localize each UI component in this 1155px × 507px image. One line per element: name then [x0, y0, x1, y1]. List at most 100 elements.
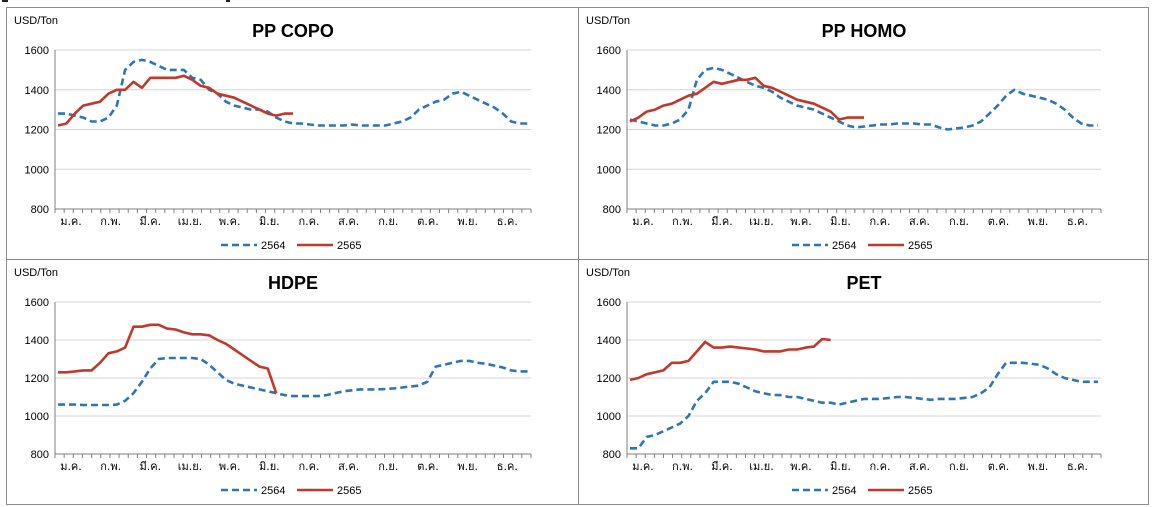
- x-tick-label: มี.ค.: [711, 460, 733, 473]
- legend-label-2564: 2564: [261, 485, 285, 497]
- legend-label-2564: 2564: [261, 240, 285, 252]
- y-tick-label: 800: [603, 449, 621, 461]
- chart-panel-hdpe: USD/Ton HDPE 800 1000 1200 1400 1600 ม.ค. ก.พ. มี…: [6, 259, 579, 505]
- x-tick-label: ก.พ.: [100, 215, 121, 228]
- x-tick-label: ม.ค.: [632, 460, 654, 473]
- x-tick-label: เม.ย.: [178, 215, 202, 228]
- y-tick-label: 1200: [25, 373, 49, 385]
- y-tick-label: 1600: [597, 45, 621, 57]
- chart-panel-pp-copo: USD/Ton PP COPO 800 1000 1200 1400 1600 ม.ค. ก.พ…: [6, 7, 579, 260]
- y-tick-label: 1000: [597, 164, 621, 176]
- x-tick-label: พ.ค.: [790, 460, 812, 473]
- y-tick-label: 1000: [25, 411, 49, 423]
- x-tick-label: พ.ย.: [1028, 460, 1049, 473]
- y-tick-label: 1600: [25, 45, 49, 57]
- series-line-2564: [58, 356, 528, 407]
- x-tick-label: ก.ค.: [298, 215, 319, 228]
- chart-svg: USD/Ton PET 800 1000 1200 1400 1600 ม.ค. ก.พ. มี.…: [586, 267, 1102, 497]
- y-tick-label: 1200: [25, 125, 49, 137]
- chart-panel-pet: USD/Ton PET 800 1000 1200 1400 1600 ม.ค. ก.พ. มี.…: [578, 259, 1149, 505]
- x-tick-label: ก.ย.: [378, 215, 398, 228]
- x-tick-label: ส.ค.: [338, 460, 359, 473]
- series-line-2564: [630, 361, 1098, 450]
- y-tick-label: 1200: [597, 125, 621, 137]
- legend-label-2564: 2564: [832, 240, 856, 252]
- y-tick-label: 800: [31, 449, 49, 461]
- y-tick-label: 1400: [597, 335, 621, 347]
- cropped-caption-fragment: [0, 0, 300, 6]
- x-tick-label: ม.ค.: [60, 215, 82, 228]
- x-tick-label: ก.พ.: [672, 460, 693, 473]
- series-line-2565: [58, 323, 278, 394]
- y-tick-label: 1600: [25, 297, 49, 309]
- x-tick-label: ก.ค.: [869, 460, 890, 473]
- x-tick-label: ก.พ.: [100, 460, 121, 473]
- x-tick-label: ม.ค.: [632, 215, 654, 228]
- x-tick-label: พ.ย.: [457, 460, 478, 473]
- x-tick-label: ม.ค.: [60, 460, 82, 473]
- y-unit-label: USD/Ton: [14, 15, 58, 27]
- x-tick-label: พ.ย.: [457, 215, 478, 228]
- x-tick-label: ก.ย.: [949, 460, 969, 473]
- x-tick-label: ก.ย.: [949, 215, 969, 228]
- y-tick-label: 1000: [25, 164, 49, 176]
- series-line-2565: [629, 337, 831, 382]
- y-tick-label: 1400: [25, 335, 49, 347]
- chart-title: PET: [846, 273, 881, 293]
- y-tick-label: 1400: [25, 85, 49, 97]
- x-tick-label: เม.ย.: [749, 460, 773, 473]
- legend-label-2565: 2565: [908, 485, 932, 497]
- chart-svg: USD/Ton HDPE 800 1000 1200 1400 1600 ม.ค. ก.พ. มี…: [14, 267, 532, 497]
- legend-label-2565: 2565: [337, 485, 361, 497]
- x-tick-label: ส.ค.: [338, 215, 359, 228]
- x-tick-label: ก.ค.: [298, 460, 319, 473]
- x-tick-label: ก.ค.: [869, 215, 890, 228]
- x-tick-label: ต.ค.: [988, 215, 1010, 228]
- y-tick-label: 800: [31, 204, 49, 216]
- legend-label-2564: 2564: [832, 485, 856, 497]
- x-tick-label: พ.ค.: [790, 215, 812, 228]
- x-tick-label: ธ.ค.: [1067, 215, 1088, 228]
- x-tick-label: ธ.ค.: [497, 460, 518, 473]
- x-tick-label: ต.ค.: [417, 460, 439, 473]
- y-tick-label: 1200: [597, 373, 621, 385]
- x-tick-label: ธ.ค.: [1067, 460, 1088, 473]
- x-tick-label: พ.ย.: [1028, 215, 1049, 228]
- x-tick-label: เม.ย.: [749, 215, 773, 228]
- chart-svg: USD/Ton PP COPO 800 1000 1200 1400 1600 ม.ค. ก.พ…: [14, 15, 532, 252]
- x-tick-label: ธ.ค.: [497, 215, 518, 228]
- x-tick-label: ก.ย.: [378, 460, 398, 473]
- y-tick-label: 800: [603, 204, 621, 216]
- x-tick-label: ต.ค.: [988, 460, 1010, 473]
- legend-label-2565: 2565: [337, 240, 361, 252]
- series-line-2564: [629, 66, 1098, 131]
- y-tick-label: 1600: [597, 297, 621, 309]
- y-tick-label: 1000: [597, 411, 621, 423]
- y-unit-label: USD/Ton: [586, 267, 630, 279]
- x-tick-label: ส.ค.: [909, 460, 930, 473]
- x-tick-label: พ.ค.: [219, 460, 241, 473]
- chart-panel-pp-homo: USD/Ton PP HOMO 800 1000 1200 1400 1600 ม.ค. ก.พ…: [578, 7, 1149, 260]
- y-tick-label: 1400: [597, 85, 621, 97]
- x-tick-label: ส.ค.: [909, 215, 930, 228]
- x-tick-label: ก.พ.: [672, 215, 693, 228]
- x-tick-label: เม.ย.: [178, 460, 202, 473]
- x-tick-label: ต.ค.: [417, 215, 439, 228]
- chart-title: PP COPO: [252, 21, 334, 41]
- chart-title: HDPE: [268, 273, 318, 293]
- series-line-2565: [629, 76, 864, 123]
- chart-title: PP HOMO: [822, 21, 907, 41]
- x-tick-label: มี.ค.: [140, 460, 162, 473]
- series-line-2564: [58, 58, 528, 127]
- x-tick-label: มิ.ย.: [830, 215, 851, 228]
- y-unit-label: USD/Ton: [14, 267, 58, 279]
- x-tick-label: มิ.ย.: [259, 460, 280, 473]
- x-tick-label: มี.ค.: [711, 215, 733, 228]
- chart-svg: USD/Ton PP HOMO 800 1000 1200 1400 1600 ม.ค. ก.พ…: [586, 15, 1102, 252]
- x-tick-label: มิ.ย.: [830, 460, 851, 473]
- series-line-2565: [57, 74, 293, 127]
- legend-label-2565: 2565: [908, 240, 932, 252]
- x-tick-label: มิ.ย.: [259, 215, 280, 228]
- x-tick-label: พ.ค.: [219, 215, 241, 228]
